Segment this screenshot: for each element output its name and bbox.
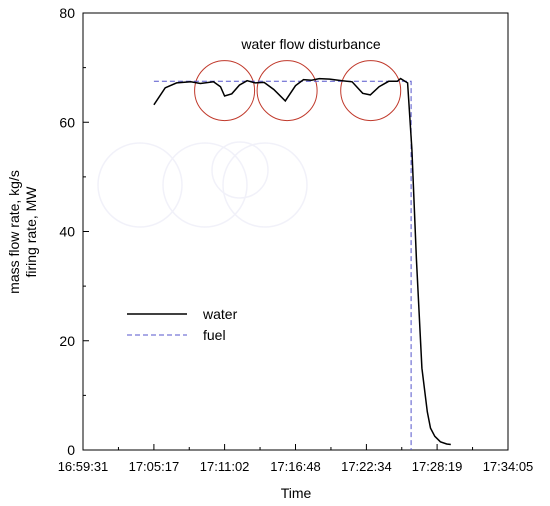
- x-tick-label: 17:28:19: [412, 459, 463, 474]
- series-line-water: [153, 77, 451, 446]
- disturbance-circle: [194, 60, 256, 122]
- legend-label-water: water: [202, 306, 238, 322]
- y-axis-label-line2: firing rate, MW: [23, 186, 39, 278]
- disturbance-circle: [340, 60, 402, 122]
- legend-label-fuel: fuel: [203, 327, 226, 343]
- plot-area: [82, 12, 509, 451]
- y-tick-label: 40: [59, 224, 75, 240]
- series-line-fuel: [153, 80, 412, 450]
- y-axis-label-line1: mass flow rate, kg/s: [6, 170, 22, 294]
- y-tick-label: 20: [59, 333, 75, 349]
- watermark-logo: [97, 141, 308, 228]
- y-tick-label: 80: [59, 5, 75, 21]
- annotation-water-flow-disturbance: water flow disturbance: [240, 36, 381, 52]
- y-tick-label: 60: [59, 114, 75, 130]
- y-axis: 0 20 40 60 80: [59, 5, 89, 458]
- x-tick-label: 17:22:34: [341, 459, 392, 474]
- disturbance-circles: [194, 60, 402, 122]
- x-tick-label: 17:34:05: [483, 459, 534, 474]
- legend: water fuel: [127, 306, 238, 343]
- x-tick-label: 17:16:48: [270, 459, 321, 474]
- x-tick-label: 17:05:17: [129, 459, 180, 474]
- disturbance-circle: [256, 60, 318, 122]
- x-axis: 16:59:31 17:05:17 17:11:02 17:16:48 17:22:34…: [58, 444, 534, 474]
- y-tick-label: 0: [67, 442, 75, 458]
- x-axis-label: Time: [281, 485, 312, 501]
- x-tick-label: 17:11:02: [200, 459, 250, 474]
- x-tick-label: 16:59:31: [58, 459, 109, 474]
